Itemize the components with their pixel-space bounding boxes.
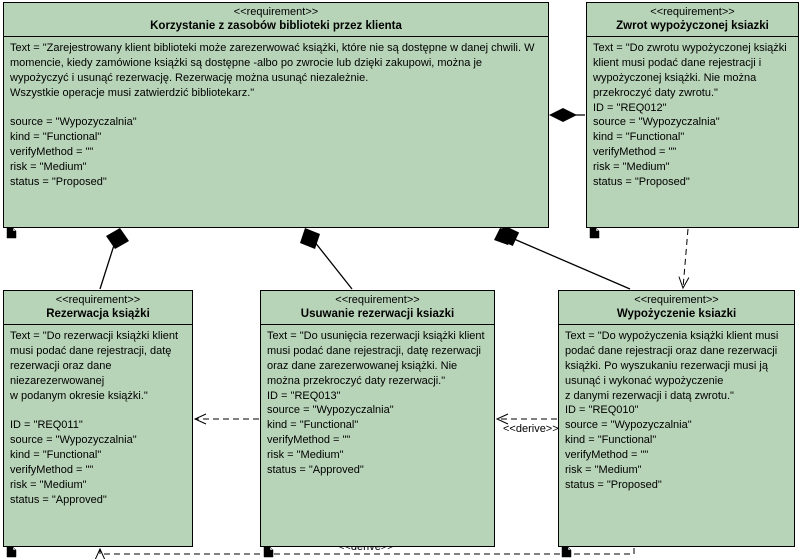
stereotype-label: <<requirement>> — [8, 293, 188, 307]
req-title-rezerwacja: Rezerwacja książki — [8, 307, 188, 322]
req-id: ID = "REQ010" — [565, 404, 639, 416]
req-source: source = "Wypozyczalnia" — [593, 116, 720, 128]
req-verify: verifyMethod = "" — [565, 449, 648, 461]
req-kind: kind = "Functional" — [593, 131, 684, 143]
req-status: status = "Approved" — [267, 464, 364, 476]
composition-main-rezerwacja — [100, 228, 129, 289]
req-box-wypozyczenie: <<requirement>> Wypożyczenie ksiazki Tex… — [558, 290, 795, 547]
req-verify: verifyMethod = "" — [593, 146, 676, 158]
composition-main-wypozyczenie — [494, 225, 630, 289]
req-box-zwrot: <<requirement>> Zwrot wypożyczonej ksiaz… — [586, 2, 799, 228]
note-icon — [6, 227, 17, 239]
req-text-prefix: Text = — [10, 42, 43, 54]
req-risk: risk = "Medium" — [565, 464, 642, 476]
req-verify: verifyMethod = "" — [10, 464, 93, 476]
composition-main-usuwanie — [300, 228, 352, 289]
req-header-usuwanie: <<requirement>> Usuwanie rezerwacji ksia… — [261, 291, 494, 325]
req-id: ID = "REQ013" — [267, 390, 341, 402]
req-kind: kind = "Functional" — [10, 131, 101, 143]
req-risk: risk = "Medium" — [593, 161, 670, 173]
req-header-main: <<requirement>> Korzystanie z zasobów bi… — [4, 3, 548, 37]
req-verify: verifyMethod = "" — [10, 146, 93, 158]
req-box-main: <<requirement>> Korzystanie z zasobów bi… — [3, 2, 549, 228]
req-status: status = "Proposed" — [593, 176, 690, 188]
req-source: source = "Wypozyczalnia" — [267, 404, 394, 416]
req-text: "Do usunięcia rezerwacji książki klient … — [267, 330, 485, 387]
derive-label-1: <<derive>> — [503, 423, 559, 435]
stereotype-label: <<requirement>> — [8, 5, 544, 19]
req-source: source = "Wypozyczalnia" — [565, 419, 692, 431]
req-text-prefix: Text = — [565, 330, 598, 342]
req-risk: risk = "Medium" — [267, 449, 344, 461]
req-kind: kind = "Functional" — [10, 449, 101, 461]
req-header-zwrot: <<requirement>> Zwrot wypożyczonej ksiaz… — [587, 3, 798, 37]
req-title-wypozyczenie: Wypożyczenie ksiazki — [563, 307, 790, 322]
req-title-main: Korzystanie z zasobów biblioteki przez k… — [8, 19, 544, 34]
req-id: ID = "REQ011" — [10, 419, 83, 431]
req-text: "Do wypożyczenia książki klient musi pod… — [565, 330, 778, 401]
stereotype-label: <<requirement>> — [265, 293, 490, 307]
req-status: status = "Proposed" — [565, 479, 662, 491]
req-id: ID = "REQ012" — [593, 102, 667, 114]
req-body-wypozyczenie: Text = "Do wypożyczenia książki klient m… — [559, 325, 794, 496]
req-body-main: Text = "Zarejestrowany klient biblioteki… — [4, 37, 548, 193]
note-icon — [263, 546, 274, 558]
req-verify: verifyMethod = "" — [267, 434, 350, 446]
req-text-prefix: Text = — [10, 330, 43, 342]
req-text: "Zarejestrowany klient biblioteki może z… — [10, 42, 535, 99]
req-header-rezerwacja: <<requirement>> Rezerwacja książki — [4, 291, 192, 325]
req-status: status = "Proposed" — [10, 176, 107, 188]
req-box-rezerwacja: <<requirement>> Rezerwacja książki Text … — [3, 290, 193, 547]
derive-zwrot-wypozyczenie — [683, 229, 688, 288]
note-icon — [561, 546, 572, 558]
req-source: source = "Wypozyczalnia" — [10, 116, 137, 128]
req-risk: risk = "Medium" — [10, 479, 87, 491]
req-title-usuwanie: Usuwanie rezerwacji ksiazki — [265, 307, 490, 322]
req-text-prefix: Text = — [593, 42, 626, 54]
req-title-zwrot: Zwrot wypożyczonej ksiazki — [591, 19, 794, 34]
req-body-rezerwacja: Text = "Do rezerwacji książki klient mus… — [4, 325, 192, 511]
stereotype-label: <<requirement>> — [563, 293, 790, 307]
composition-main-zwrot — [549, 108, 585, 122]
req-header-wypozyczenie: <<requirement>> Wypożyczenie ksiazki — [559, 291, 794, 325]
note-icon — [6, 546, 17, 558]
req-risk: risk = "Medium" — [10, 161, 87, 173]
req-kind: kind = "Functional" — [565, 434, 656, 446]
stereotype-label: <<requirement>> — [591, 5, 794, 19]
req-source: source = "Wypozyczalnia" — [10, 434, 137, 446]
note-icon — [589, 227, 600, 239]
req-kind: kind = "Functional" — [267, 419, 358, 431]
req-body-zwrot: Text = "Do zwrotu wypożyczonej książki k… — [587, 37, 798, 193]
req-box-usuwanie: <<requirement>> Usuwanie rezerwacji ksia… — [260, 290, 495, 547]
req-text-prefix: Text = — [267, 330, 300, 342]
req-body-usuwanie: Text = "Do usunięcia rezerwacji książki … — [261, 325, 494, 481]
req-status: status = "Approved" — [10, 494, 107, 506]
